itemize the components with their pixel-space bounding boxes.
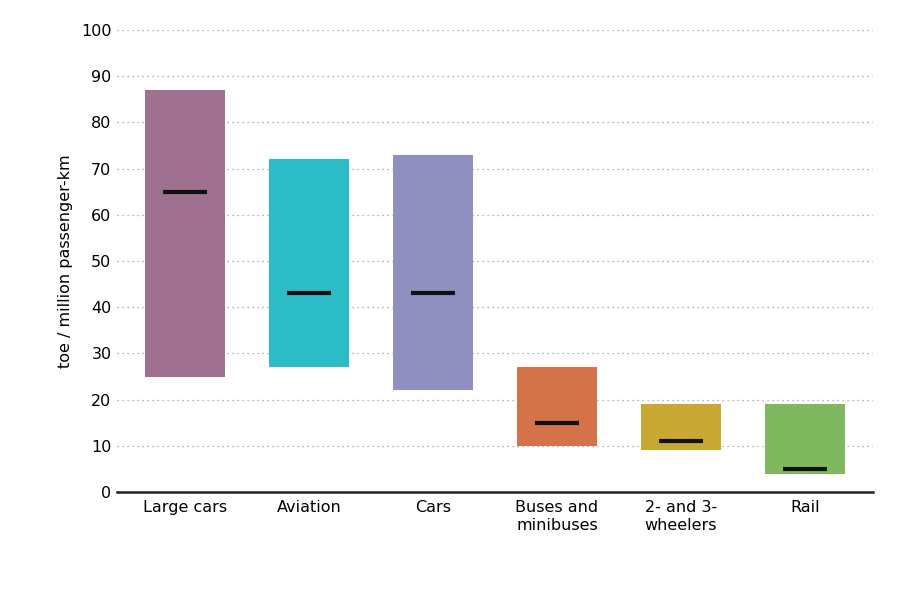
Bar (517, 367, 598, 446)
Bar (765, 404, 845, 473)
Y-axis label: toe / million passenger-km: toe / million passenger-km (58, 154, 73, 368)
Bar (392, 155, 473, 391)
Bar (269, 160, 349, 367)
Bar (641, 404, 721, 451)
Bar (145, 90, 225, 377)
